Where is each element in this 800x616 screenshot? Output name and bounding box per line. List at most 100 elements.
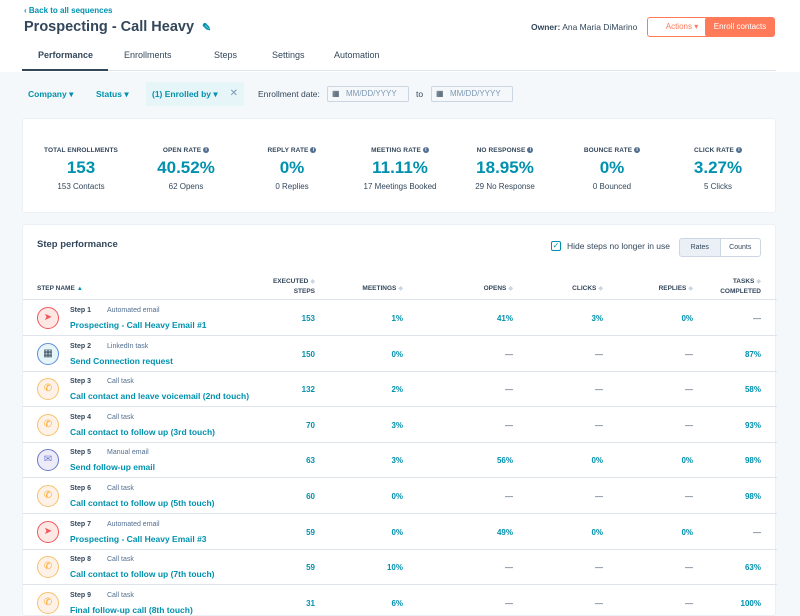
cell-meetings[interactable]: 6% [391, 598, 403, 608]
cell-executed[interactable]: 153 [301, 314, 315, 323]
col-meetings[interactable]: MEETINGS ◆ [362, 285, 403, 292]
step-name-link[interactable]: Final follow-up call (8th touch) [70, 604, 193, 615]
stats-card: TOTAL ENROLLMENTS 153 153 Contacts OPEN … [22, 118, 776, 213]
stat-meeting-rate: MEETING RATE i 11.11% 17 Meetings Booked [350, 147, 450, 191]
close-icon[interactable]: ✕ [229, 88, 238, 99]
col-replies[interactable]: REPLIES ◆ [658, 285, 693, 292]
cell-clicks: — [595, 420, 603, 430]
cell-opens[interactable]: 41% [496, 314, 513, 323]
stat-value[interactable]: 153 [66, 158, 96, 177]
col-step-name[interactable]: STEP NAME ▲ [37, 285, 83, 292]
step-name-link[interactable]: Send Connection request [70, 355, 173, 366]
cell-opens: — [505, 492, 513, 501]
tab-performance[interactable]: Performance [22, 44, 108, 71]
cell-tasks[interactable]: 100% [740, 598, 761, 608]
table-row: ✆ Step 6 Call task Call contact to follow u… [23, 478, 777, 514]
stat-value[interactable]: 3.27% [693, 158, 743, 177]
cell-meetings[interactable]: 3% [391, 420, 403, 430]
counts-button[interactable]: Counts [729, 244, 752, 251]
info-icon[interactable]: i [634, 147, 641, 154]
date-from-input[interactable]: ▦ MM/DD/YYYY [327, 86, 409, 102]
cell-executed[interactable]: 70 [306, 420, 315, 430]
cell-meetings[interactable]: 10% [386, 563, 403, 573]
cell-executed[interactable]: 63 [306, 456, 315, 466]
col-clicks[interactable]: CLICKS ◆ [572, 285, 603, 292]
step-name-link[interactable]: Prospecting - Call Heavy Email #1 [70, 320, 207, 330]
edit-pencil-icon[interactable]: ✎ [202, 21, 212, 34]
step-name-link[interactable]: Call contact to follow up (5th touch) [70, 498, 215, 508]
info-icon[interactable]: i [422, 147, 429, 154]
cell-clicks: — [595, 349, 603, 359]
stat-value[interactable]: 0% [599, 158, 625, 177]
cell-executed[interactable]: 59 [306, 563, 315, 573]
enroll-contacts-button[interactable]: Enroll contacts [705, 17, 775, 37]
cell-replies: — [685, 349, 693, 359]
step-performance-title: Step performance [37, 239, 118, 250]
stat-sub: 5 Clicks [703, 182, 732, 191]
cell-meetings[interactable]: 0% [391, 349, 403, 359]
tab-settings[interactable]: Settings [272, 50, 305, 60]
cell-meetings[interactable]: 3% [391, 456, 403, 466]
cell-opens[interactable]: 56% [496, 456, 513, 466]
date-to-input[interactable]: ▦ MM/DD/YYYY [431, 86, 513, 102]
cell-executed[interactable]: 31 [306, 598, 315, 608]
cell-tasks[interactable]: 87% [744, 349, 761, 359]
cell-tasks[interactable]: 98% [744, 456, 761, 466]
stat-label: CLICK RATE i [668, 147, 768, 154]
cell-executed[interactable]: 132 [301, 385, 315, 395]
cell-clicks[interactable]: 0% [591, 527, 603, 537]
cell-tasks[interactable]: 58% [744, 385, 761, 395]
hide-steps-toggle[interactable]: ✓ Hide steps no longer in use [551, 241, 670, 251]
cell-tasks[interactable]: 63% [744, 563, 761, 573]
cell-opens[interactable]: 49% [496, 527, 513, 537]
step-name-link[interactable]: Prospecting - Call Heavy Email #3 [70, 533, 207, 544]
step-name-link[interactable]: Call contact to follow up (7th touch) [70, 569, 215, 580]
manual-email-icon: ✉ [37, 449, 59, 472]
step-number: Step 7 [70, 520, 92, 528]
cell-tasks[interactable]: 98% [744, 492, 761, 501]
back-to-sequences-link[interactable]: ‹ Back to all sequences [24, 6, 113, 15]
sort-icon: ▲ [76, 286, 83, 292]
rates-button[interactable]: Rates [680, 239, 721, 256]
cell-replies[interactable]: 0% [681, 314, 693, 323]
info-icon[interactable]: i [527, 147, 534, 154]
status-filter[interactable]: Status ▾ [96, 89, 129, 99]
info-icon[interactable]: i [310, 147, 317, 154]
cell-clicks[interactable]: 3% [591, 314, 603, 323]
sort-icon: ◆ [508, 286, 513, 292]
cell-tasks[interactable]: 93% [744, 420, 761, 430]
info-icon[interactable]: i [203, 147, 210, 154]
stat-click-rate: CLICK RATE i 3.27% 5 Clicks [668, 147, 768, 191]
cell-replies[interactable]: 0% [681, 456, 693, 466]
cell-executed[interactable]: 150 [301, 349, 315, 359]
cell-meetings[interactable]: 2% [391, 385, 403, 395]
stat-value[interactable]: 40.52% [157, 158, 215, 177]
tab-enrollments[interactable]: Enrollments [124, 50, 172, 60]
call-task-icon: ✆ [37, 556, 59, 579]
cell-executed[interactable]: 59 [306, 527, 315, 537]
stat-value[interactable]: 0% [279, 158, 305, 177]
col-tasks-completed[interactable]: TASKS ◆ COMPLETED [720, 278, 761, 295]
stat-value[interactable]: 11.11% [372, 158, 428, 177]
stat-value[interactable]: 18.95% [476, 158, 534, 177]
company-filter[interactable]: Company ▾ [28, 89, 74, 99]
cell-clicks: — [595, 598, 603, 608]
tab-steps[interactable]: Steps [214, 50, 238, 60]
cell-opens: — [505, 420, 513, 430]
col-opens[interactable]: OPENS ◆ [483, 285, 513, 292]
cell-meetings[interactable]: 1% [391, 314, 403, 323]
cell-clicks[interactable]: 0% [591, 456, 603, 466]
tab-automation[interactable]: Automation [334, 50, 380, 60]
enrolled-by-filter[interactable]: (1) Enrolled by ▾ ✕ [146, 82, 244, 106]
checkbox-checked-icon[interactable]: ✓ [551, 241, 561, 251]
cell-executed[interactable]: 60 [306, 492, 315, 501]
col-executed-steps[interactable]: EXECUTED ◆ STEPS [272, 278, 315, 295]
step-name-link[interactable]: Call contact and leave voicemail (2nd to… [70, 391, 250, 402]
step-name-link[interactable]: Send follow-up email [70, 462, 156, 473]
info-icon[interactable]: i [735, 147, 742, 154]
cell-replies[interactable]: 0% [681, 527, 693, 537]
step-name-link[interactable]: Call contact to follow up (3rd touch) [70, 426, 215, 437]
cell-meetings[interactable]: 0% [391, 527, 403, 537]
cell-meetings[interactable]: 0% [391, 492, 403, 501]
sort-icon: ◆ [756, 279, 761, 285]
